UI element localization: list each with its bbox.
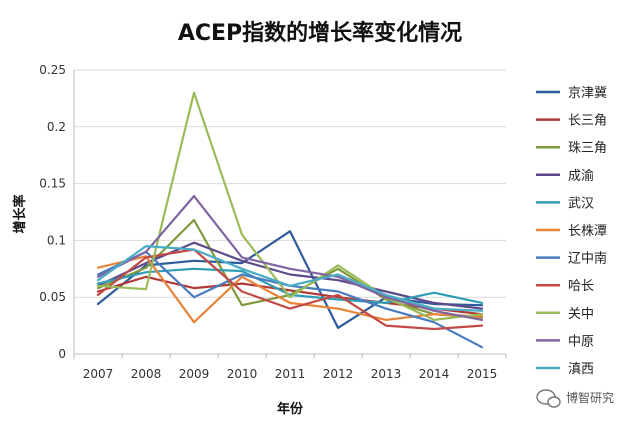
legend-label: 珠三角	[568, 141, 607, 156]
series-line-9	[96, 91, 484, 321]
y-tick-label: 0.05	[39, 290, 66, 304]
chart-title: ACEP指数的增长率变化情况	[178, 20, 462, 46]
y-axis-title: 增长率	[12, 194, 28, 233]
x-tick-label: 2015	[467, 367, 498, 381]
y-tick-label: 0.25	[39, 63, 66, 77]
speech-bubble-icon	[536, 389, 561, 408]
x-tick-label: 2014	[419, 367, 450, 381]
x-tick-label: 2011	[275, 367, 306, 381]
legend-label: 长三角	[568, 114, 607, 129]
series-line-10	[96, 195, 484, 321]
series-line-4	[96, 241, 484, 310]
legend-label: 哈长	[568, 279, 594, 294]
y-tick-label: 0.15	[39, 177, 66, 191]
series-line-11	[96, 245, 484, 312]
series-line-5	[96, 267, 484, 304]
legend-label: 关中	[568, 307, 594, 322]
y-tick-label: 0	[58, 347, 66, 361]
watermark: 博智研究	[536, 389, 614, 408]
x-axis-title: 年份	[277, 401, 304, 417]
x-tick-label: 2009	[179, 367, 210, 381]
legend-label: 辽中南	[568, 251, 607, 267]
y-tick-label: 0.2	[47, 120, 66, 134]
y-tick-label: 0.1	[47, 233, 66, 247]
x-tick-label: 2010	[227, 367, 258, 381]
legend-label: 武汉	[568, 196, 594, 211]
series-line-8	[96, 248, 484, 331]
legend-label: 成渝	[568, 168, 594, 184]
x-tick-label: 2012	[323, 367, 354, 381]
legend-label: 中原	[568, 334, 594, 349]
x-tick-label: 2007	[83, 367, 114, 381]
legend-label: 长株潭	[568, 224, 607, 239]
watermark-text: 博智研究	[566, 390, 614, 405]
legend-label: 滇西	[568, 362, 594, 377]
axes: 0 0.05 0.1 0.15 0.2 0.25 2007 2008 2009 2010 2011 2…	[39, 63, 507, 381]
grid-lines	[74, 69, 506, 298]
series-line-1	[96, 230, 484, 329]
series-line-6	[96, 255, 484, 324]
series-lines	[96, 91, 484, 349]
x-tick-label: 2013	[371, 367, 402, 381]
legend-label: 京津冀	[568, 85, 607, 101]
x-tick-label: 2008	[131, 367, 162, 381]
